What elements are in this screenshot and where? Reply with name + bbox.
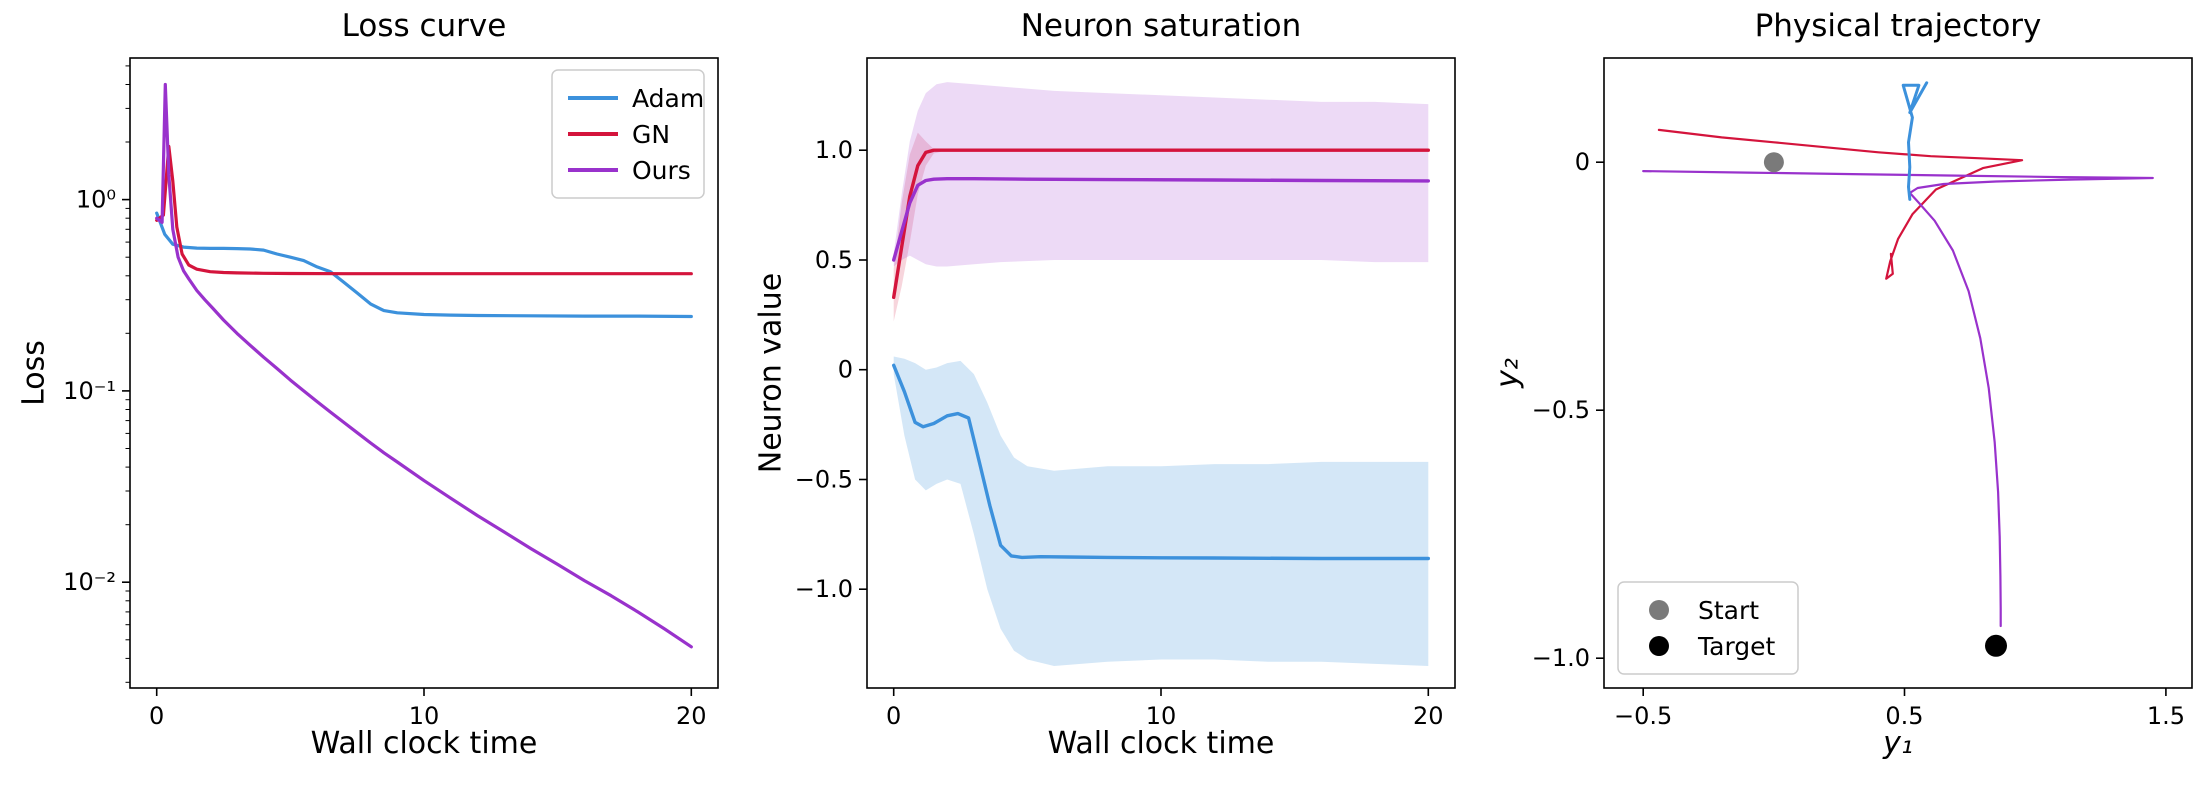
series-ours xyxy=(1642,170,2154,628)
series-gn xyxy=(155,144,693,276)
series-gn xyxy=(892,148,1430,299)
legend-marker-target-icon xyxy=(1649,636,1669,656)
x-tick-label: 20 xyxy=(1413,702,1444,730)
y-tick-label: 10⁰ xyxy=(76,186,116,214)
chart-title: Loss curve xyxy=(341,8,507,44)
series-ours xyxy=(892,177,1430,262)
series-ours xyxy=(155,82,693,649)
x-tick-label: 1.5 xyxy=(2147,702,2185,730)
panel-neuron-saturation: 0 10 20 1.0 0.5 0 −0.5 −1.0 Neuron saturation W… xyxy=(737,0,1475,786)
y-tick-label: 0 xyxy=(1575,148,1590,176)
x-axis-ticks: 0 10 20 xyxy=(149,688,707,730)
y-axis-ticks: 0 −0.5 −1.0 xyxy=(1532,148,1604,672)
bands xyxy=(893,82,1429,666)
physical-trajectory-plot: −0.5 0.5 1.5 0 −0.5 −1.0 Start Target xyxy=(1532,57,2193,730)
series xyxy=(892,148,1430,561)
axes-frame xyxy=(1603,57,2193,689)
y-axis-ticks: 1.0 0.5 0 −0.5 −1.0 xyxy=(795,136,867,603)
legend-label: Adam xyxy=(632,84,704,113)
chart-title: Physical trajectory xyxy=(1754,8,2042,44)
ours-band xyxy=(893,82,1429,267)
x-tick-label: 0 xyxy=(149,702,164,730)
panel-loss-curve: 0 10 20 10⁰ 10⁻¹ 10⁻² Adam GN Ours Loss curve Wa… xyxy=(0,0,738,786)
y-tick-label: 0.5 xyxy=(815,246,853,274)
series-adam xyxy=(1901,81,1929,201)
legend-label: GN xyxy=(632,120,670,149)
panel-physical-trajectory: −0.5 0.5 1.5 0 −0.5 −1.0 Start Target Physical … xyxy=(1474,0,2212,786)
legend-label: Target xyxy=(1697,632,1776,661)
y-tick-label: −0.5 xyxy=(795,466,853,494)
x-tick-label: 20 xyxy=(676,702,707,730)
series xyxy=(1642,81,2154,628)
y-tick-label: −1.0 xyxy=(1532,644,1590,672)
legend: Adam GN Ours xyxy=(551,69,705,199)
x-axis-ticks: −0.5 0.5 1.5 xyxy=(1614,688,2185,730)
neuron-saturation-plot: 0 10 20 1.0 0.5 0 −0.5 −1.0 xyxy=(795,57,1456,730)
y-axis-label: Neuron value xyxy=(753,272,789,474)
series-gn xyxy=(1657,128,2024,280)
y-axis-label: y₂ xyxy=(1490,358,1526,388)
y-tick-label: 1.0 xyxy=(815,136,853,164)
adam-band xyxy=(893,356,1429,666)
y-tick-label: −0.5 xyxy=(1532,396,1590,424)
x-tick-label: −0.5 xyxy=(1614,702,1672,730)
series xyxy=(155,82,693,649)
legend-label: Ours xyxy=(632,156,691,185)
y-tick-label: 10⁻² xyxy=(63,568,116,596)
x-axis-ticks: 0 10 20 xyxy=(886,688,1444,730)
x-tick-label: 10 xyxy=(409,702,440,730)
y-tick-label: 0 xyxy=(838,356,853,384)
x-tick-label: 10 xyxy=(1146,702,1177,730)
x-axis-label: y₁ xyxy=(1883,726,1913,761)
y-axis-ticks: 10⁰ 10⁻¹ 10⁻² xyxy=(63,65,130,683)
y-tick-label: 10⁻¹ xyxy=(63,377,116,405)
target-point xyxy=(1985,634,2007,657)
series-adam xyxy=(892,363,1430,561)
series-adam xyxy=(155,211,693,319)
x-axis-label: Wall clock time xyxy=(1047,726,1275,761)
x-tick-label: 0.5 xyxy=(1885,702,1923,730)
legend-marker-start-icon xyxy=(1649,600,1669,620)
start-point xyxy=(1763,152,1784,173)
y-axis-label: Loss xyxy=(16,340,52,406)
x-tick-label: 0 xyxy=(886,702,901,730)
loss-curve-plot: 0 10 20 10⁰ 10⁻¹ 10⁻² Adam GN Ours xyxy=(63,57,719,730)
legend-label: Start xyxy=(1698,596,1759,625)
legend: Start Target xyxy=(1617,581,1799,675)
x-axis-label: Wall clock time xyxy=(310,726,538,761)
y-tick-label: −1.0 xyxy=(795,575,853,603)
chart-title: Neuron saturation xyxy=(1020,8,1302,44)
